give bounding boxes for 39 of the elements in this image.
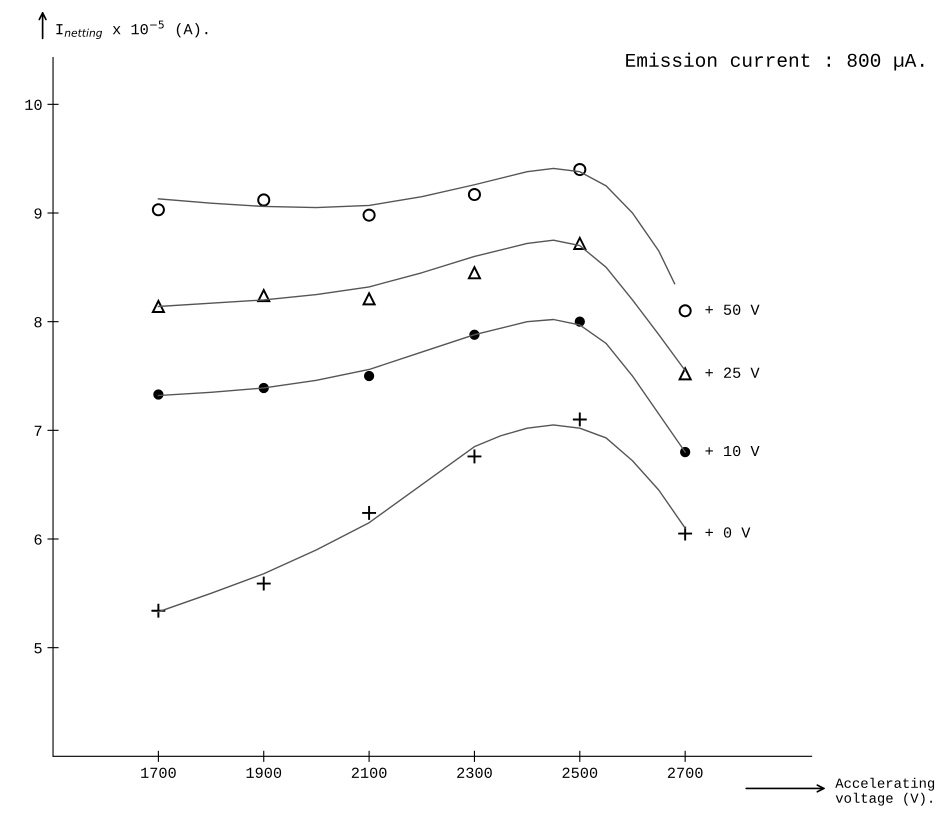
point (573, 163, 586, 176)
point (362, 292, 376, 306)
point (362, 208, 376, 222)
point (256, 576, 272, 592)
y-tick-label: 7 (34, 426, 42, 436)
y-tick-label: 8 (34, 316, 42, 328)
series-label: + 25 V (705, 368, 760, 378)
line-series (158, 424, 686, 613)
point (257, 193, 270, 206)
x-tick-label: 1900 (246, 768, 282, 778)
point (572, 412, 588, 428)
series-label: + 0 V (705, 527, 750, 538)
point (152, 203, 165, 216)
point (468, 266, 481, 280)
x-tick-label: 2100 (352, 768, 386, 778)
point (678, 367, 692, 380)
y-tick-label: 6 (34, 534, 42, 545)
x-tick-label: 2300 (457, 768, 492, 778)
point (468, 188, 481, 202)
x-tick-label: 2500 (562, 768, 598, 778)
y-tick-label: 5 (34, 643, 42, 654)
point (364, 370, 374, 382)
point (152, 300, 165, 313)
point (466, 448, 482, 464)
series-label: + 10 V (705, 446, 760, 456)
point (678, 304, 692, 318)
point (573, 236, 586, 250)
y-tick-label: 9 (34, 208, 42, 219)
point (677, 526, 694, 542)
series-label: + 50 V (705, 304, 760, 315)
annotation: Emission current : 800 µA. (626, 52, 924, 70)
point (361, 505, 378, 521)
x-tick-label: 1700 (141, 768, 176, 778)
x-axis-title: Accelerating voltage (V). (835, 778, 934, 806)
point (150, 602, 166, 619)
y-tick-label: 10 (25, 100, 42, 110)
x-tick-label: 2700 (668, 768, 703, 778)
text: I$_{netting}$ x 10$^{−5}$ (A). (56, 20, 208, 39)
point (257, 289, 270, 302)
